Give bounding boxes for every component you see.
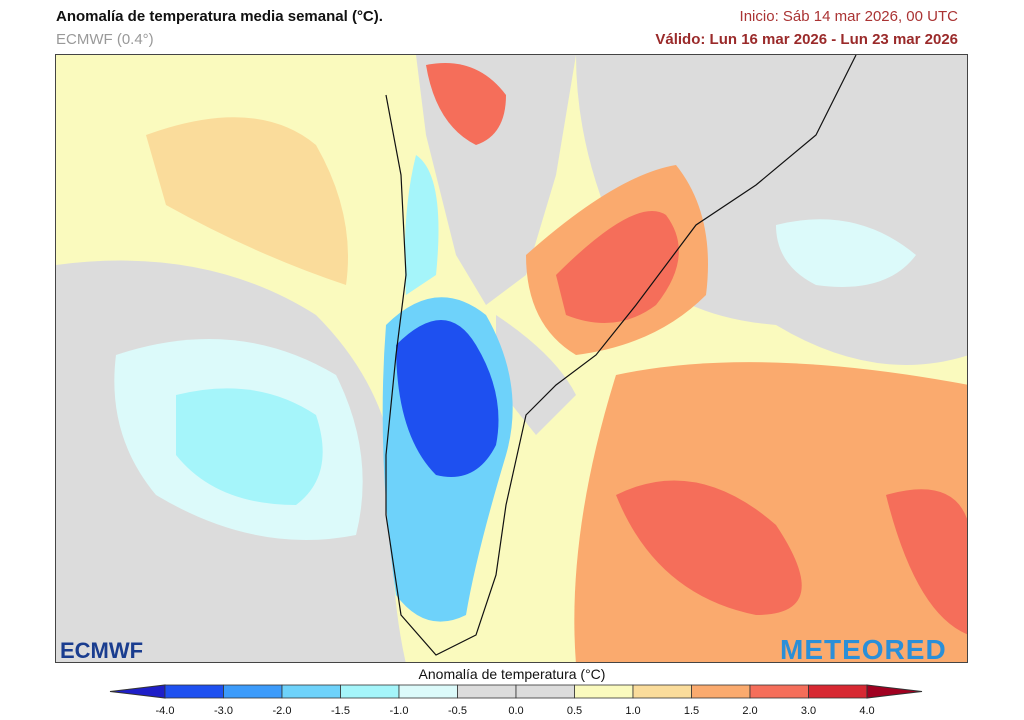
meteored-logo: METEORED bbox=[780, 634, 947, 665]
colorbar-bin bbox=[749, 684, 809, 699]
colorbar-bin bbox=[281, 684, 341, 699]
colorbar-tick-label: 4.0 bbox=[859, 705, 875, 717]
colorbar-tick-label: -4.0 bbox=[155, 705, 175, 717]
colorbar-title: Anomalía de temperatura (°C) bbox=[418, 666, 606, 682]
colorbar-tick-label: -1.0 bbox=[389, 705, 409, 717]
colorbar-bin bbox=[223, 684, 283, 699]
colorbar-bin bbox=[457, 684, 517, 699]
colorbar-tick-label: 2.0 bbox=[742, 705, 758, 717]
colorbar-over-arrow bbox=[866, 684, 923, 699]
colorbar-bin bbox=[808, 684, 868, 699]
map-title: Anomalía de temperatura media semanal (°… bbox=[56, 8, 383, 25]
colorbar-bin bbox=[340, 684, 400, 699]
colorbar-bin bbox=[164, 684, 224, 699]
colorbar-tick-label: -1.5 bbox=[331, 705, 350, 717]
model-label: ECMWF (0.4°) bbox=[56, 31, 154, 48]
colorbar-tick-label: 1.0 bbox=[625, 705, 641, 717]
valid-period: Válido: Lun 16 mar 2026 - Lun 23 mar 202… bbox=[655, 31, 958, 48]
colorbar-tick-label: -2.0 bbox=[272, 705, 292, 717]
colorbar-tick-label: -3.0 bbox=[214, 705, 233, 717]
temperature-anomaly-map bbox=[55, 54, 968, 663]
init-time: Inicio: Sáb 14 mar 2026, 00 UTC bbox=[739, 8, 958, 25]
colorbar-bin bbox=[632, 684, 692, 699]
colorbar-tick-label: 0.5 bbox=[566, 705, 583, 717]
colorbar-tick-label: -0.5 bbox=[448, 705, 467, 717]
colorbar bbox=[109, 684, 923, 699]
colorbar-tick-label: 1.5 bbox=[683, 705, 700, 717]
colorbar-under-arrow bbox=[109, 684, 166, 699]
colorbar-bin bbox=[691, 684, 751, 699]
colorbar-tick-label: 3.0 bbox=[800, 705, 817, 717]
colorbar-bin bbox=[398, 684, 458, 699]
colorbar-tick-label: 0.0 bbox=[508, 705, 524, 717]
colorbar-bin bbox=[515, 684, 575, 699]
ecmwf-logo: ECMWF bbox=[60, 638, 144, 663]
colorbar-bin bbox=[574, 684, 634, 699]
